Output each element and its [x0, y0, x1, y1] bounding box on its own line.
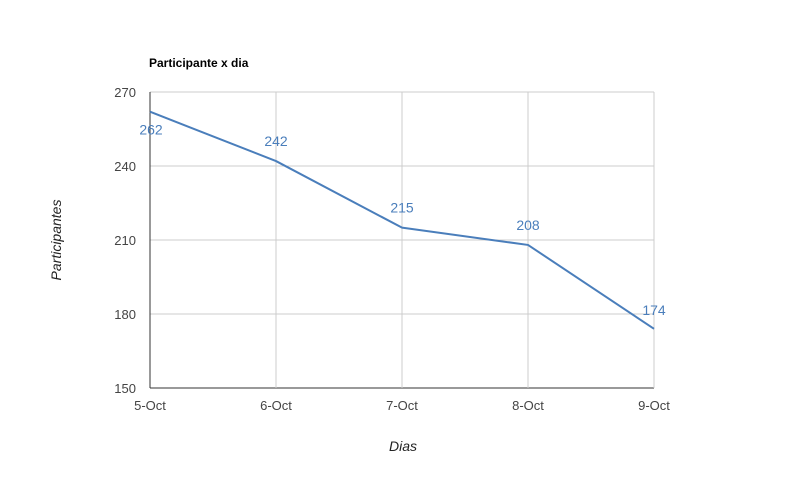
y-tick-label: 180 — [114, 307, 136, 322]
data-label: 262 — [139, 122, 163, 138]
data-label: 242 — [264, 133, 288, 149]
x-axis-ticks: 5-Oct 6-Oct 7-Oct 8-Oct 9-Oct — [134, 398, 670, 413]
y-axis-label: Participantes — [48, 200, 64, 281]
y-axis-ticks: 150 180 210 240 270 — [114, 85, 136, 396]
x-tick-label: 9-Oct — [638, 398, 670, 413]
x-axis-label: Dias — [389, 438, 417, 454]
y-tick-label: 210 — [114, 233, 136, 248]
y-tick-label: 150 — [114, 381, 136, 396]
x-tick-label: 8-Oct — [512, 398, 544, 413]
chart-title: Participante x dia — [149, 56, 249, 70]
data-label: 215 — [390, 200, 414, 216]
x-tick-label: 5-Oct — [134, 398, 166, 413]
x-tick-label: 6-Oct — [260, 398, 292, 413]
y-tick-label: 240 — [114, 159, 136, 174]
series-line — [149, 110, 655, 330]
y-tick-label: 270 — [114, 85, 136, 100]
data-label: 208 — [516, 217, 540, 233]
grid — [149, 91, 655, 389]
x-tick-label: 7-Oct — [386, 398, 418, 413]
data-label: 174 — [642, 302, 666, 318]
data-labels: 262 242 215 208 174 — [139, 122, 666, 318]
series — [149, 110, 655, 330]
